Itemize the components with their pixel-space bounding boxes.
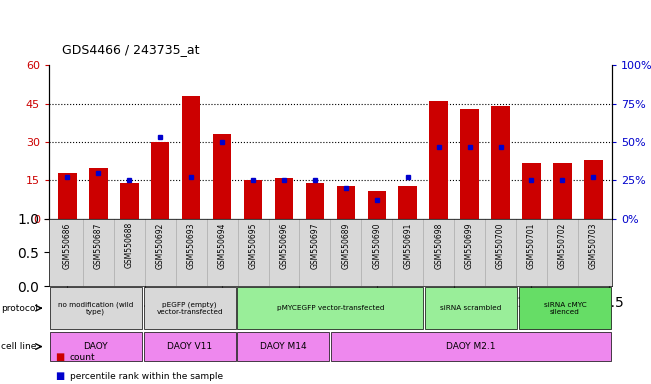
Bar: [238, 287, 423, 329]
Text: cell line: cell line: [1, 342, 36, 351]
Bar: [522, 162, 541, 219]
Text: GSM550697: GSM550697: [311, 222, 320, 269]
Bar: [151, 142, 169, 219]
Bar: [120, 183, 139, 219]
Text: DAOY V11: DAOY V11: [167, 342, 212, 351]
Text: ■: ■: [55, 352, 64, 362]
Text: pMYCEGFP vector-transfected: pMYCEGFP vector-transfected: [277, 305, 384, 311]
Text: GSM550693: GSM550693: [187, 222, 196, 269]
Text: GSM550692: GSM550692: [156, 222, 165, 269]
Bar: [398, 185, 417, 219]
Bar: [460, 109, 479, 219]
Text: no modification (wild
type): no modification (wild type): [58, 301, 133, 315]
Text: GDS4466 / 243735_at: GDS4466 / 243735_at: [62, 43, 199, 56]
Bar: [58, 173, 77, 219]
Bar: [49, 332, 142, 361]
Text: count: count: [70, 353, 95, 362]
Bar: [238, 332, 329, 361]
Text: protocol: protocol: [1, 304, 38, 313]
Bar: [243, 180, 262, 219]
Text: pEGFP (empty)
vector-transfected: pEGFP (empty) vector-transfected: [156, 301, 223, 315]
Text: GSM550691: GSM550691: [403, 222, 412, 269]
Bar: [213, 134, 231, 219]
Bar: [305, 183, 324, 219]
Text: GSM550694: GSM550694: [217, 222, 227, 269]
Bar: [584, 160, 603, 219]
Bar: [337, 185, 355, 219]
Text: ■: ■: [55, 371, 64, 381]
Bar: [144, 287, 236, 329]
Text: GSM550703: GSM550703: [589, 222, 598, 269]
Text: DAOY: DAOY: [83, 342, 108, 351]
Text: GSM550686: GSM550686: [63, 222, 72, 269]
Text: GSM550699: GSM550699: [465, 222, 474, 269]
Text: GSM550689: GSM550689: [341, 222, 350, 269]
Text: GSM550702: GSM550702: [558, 222, 567, 269]
Bar: [519, 287, 611, 329]
Bar: [89, 168, 107, 219]
Text: GSM550701: GSM550701: [527, 222, 536, 269]
Text: GSM550696: GSM550696: [279, 222, 288, 269]
Bar: [368, 191, 386, 219]
Bar: [331, 332, 611, 361]
Bar: [144, 332, 236, 361]
Bar: [275, 178, 293, 219]
Bar: [492, 106, 510, 219]
Text: siRNA cMYC
silenced: siRNA cMYC silenced: [544, 302, 587, 314]
Text: percentile rank within the sample: percentile rank within the sample: [70, 372, 223, 381]
Text: GSM550698: GSM550698: [434, 222, 443, 269]
Text: GSM550695: GSM550695: [249, 222, 258, 269]
Text: DAOY M2.1: DAOY M2.1: [447, 342, 496, 351]
Bar: [182, 96, 201, 219]
Bar: [430, 101, 448, 219]
Bar: [553, 162, 572, 219]
Bar: [49, 287, 142, 329]
Text: GSM550700: GSM550700: [496, 222, 505, 269]
Text: GSM550687: GSM550687: [94, 222, 103, 269]
Text: GSM550688: GSM550688: [125, 222, 133, 268]
Text: siRNA scrambled: siRNA scrambled: [441, 305, 502, 311]
Text: DAOY M14: DAOY M14: [260, 342, 307, 351]
Bar: [425, 287, 517, 329]
Text: GSM550690: GSM550690: [372, 222, 381, 269]
